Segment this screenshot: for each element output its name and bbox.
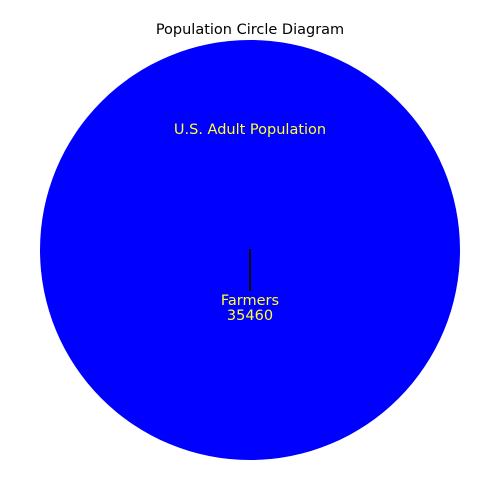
farmers-label: Farmers <box>221 293 279 309</box>
outer-circle-label: U.S. Adult Population <box>174 122 326 138</box>
diagram-title: Population Circle Diagram <box>156 22 344 38</box>
farmers-count: 35460 <box>227 308 273 324</box>
